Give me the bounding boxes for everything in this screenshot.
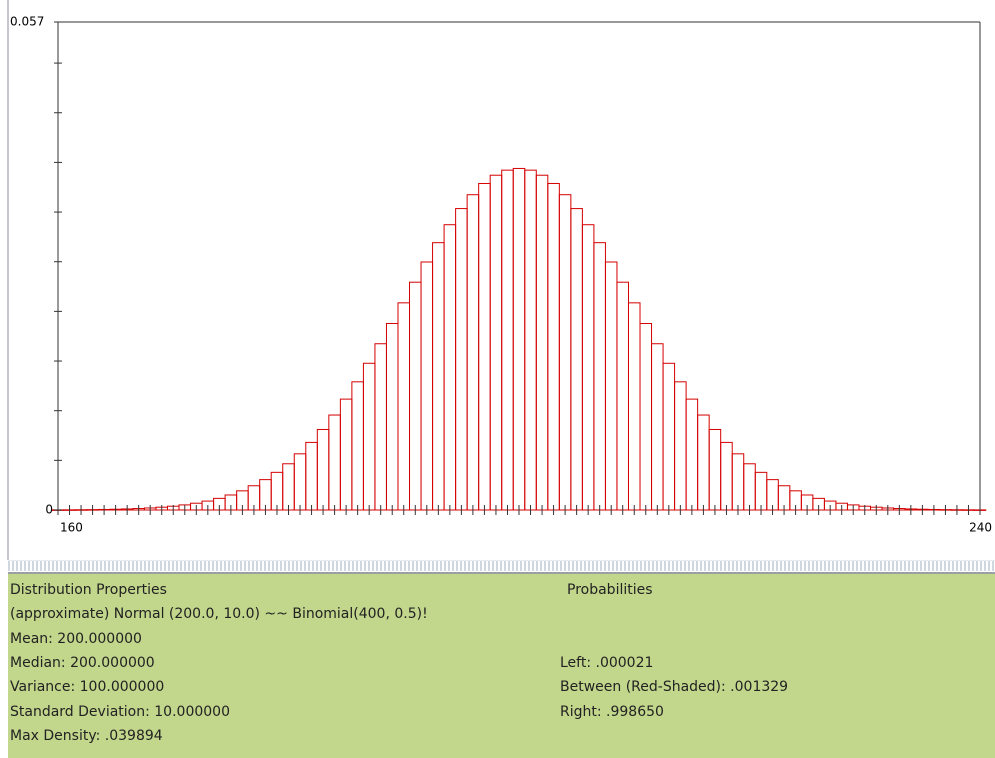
bar <box>362 362 376 511</box>
property-line: (approximate) Normal (200.0, 10.0) ~~ Bi… <box>10 606 428 623</box>
bar <box>305 441 318 511</box>
bar <box>478 182 491 511</box>
x-tick-label: 240 <box>969 521 992 535</box>
bar <box>328 414 341 511</box>
bar <box>270 471 284 511</box>
bar <box>282 463 295 511</box>
bar <box>455 208 468 511</box>
bar <box>316 428 330 511</box>
bar <box>351 381 364 511</box>
bar <box>685 398 699 511</box>
bar <box>443 224 457 511</box>
bar <box>397 302 411 511</box>
y-tick-label: 0.057 <box>10 15 44 29</box>
bar <box>616 281 629 511</box>
bar <box>627 302 641 511</box>
bar <box>731 453 745 511</box>
section-title: Distribution Properties <box>10 582 167 598</box>
property-line: Standard Deviation: 10.000000 <box>10 703 230 720</box>
probability-line: Between (Red-Shaded): .001329 <box>560 679 789 696</box>
property-line: Mean: 200.000000 <box>10 630 142 647</box>
probability-line: Left: .000021 <box>560 654 654 671</box>
bar <box>512 167 526 511</box>
bar <box>708 428 722 511</box>
property-line: Median: 200.000000 <box>10 654 155 671</box>
bar <box>293 453 307 511</box>
bar <box>674 381 687 511</box>
properties-panel: Distribution Properties (approximate) Nor… <box>8 572 995 758</box>
bar <box>409 281 422 511</box>
bar <box>581 224 595 511</box>
splitter[interactable] <box>8 560 995 571</box>
section-title: Probabilities <box>567 582 653 598</box>
bar <box>501 169 514 511</box>
bar <box>374 343 387 511</box>
bar <box>593 242 606 511</box>
bar <box>639 322 653 511</box>
bar <box>697 414 710 511</box>
bar <box>720 441 733 511</box>
probability-line: Right: .998650 <box>560 703 664 720</box>
bar <box>604 261 618 511</box>
bar <box>339 398 353 511</box>
bar <box>385 322 399 511</box>
bar <box>547 182 560 511</box>
x-tick-label: 160 <box>60 521 83 535</box>
bar <box>466 194 480 511</box>
bar <box>754 471 768 511</box>
property-line: Max Density: .039894 <box>10 727 163 744</box>
property-line: Variance: 100.000000 <box>10 679 165 696</box>
bar <box>535 174 549 511</box>
bar <box>570 208 583 511</box>
y-tick-label: 0 <box>45 503 53 517</box>
bar <box>651 343 664 511</box>
bar <box>524 169 537 511</box>
bar <box>420 261 434 511</box>
bar <box>558 194 572 511</box>
bar <box>662 362 676 511</box>
chart: 0 0.057 160 240 <box>7 0 992 560</box>
bar <box>743 463 756 511</box>
bar <box>432 242 445 511</box>
bar <box>489 174 503 511</box>
